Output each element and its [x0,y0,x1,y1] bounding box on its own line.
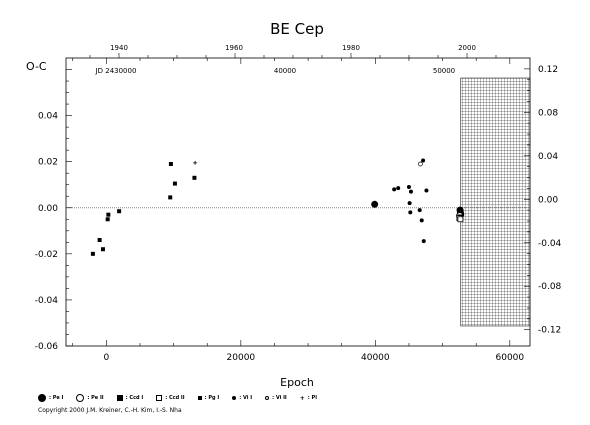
legend-label: : Pl [307,395,317,401]
legend-label: : Pg I [204,395,220,401]
data-point-pg-i [117,209,122,214]
jd-label: 50000 [433,67,455,75]
x-tick-label: 0 [103,353,109,363]
data-point-vi-i [424,188,429,193]
x-tick-label: 20000 [227,353,256,363]
top-year-label: 2000 [458,44,476,52]
legend-label: : Vi II [272,395,287,401]
data-point-pg-i [105,217,110,222]
data-point-vi-i [392,187,397,192]
right-y-tick-label: 0.00 [538,195,558,205]
legend-symbol-icon [197,396,202,400]
data-point-pg-i [168,161,173,166]
legend-symbol-icon [116,395,123,401]
legend-label: : Ccd I [125,395,144,401]
top-year-label: 1960 [225,44,243,52]
right-y-tick-label: 0.04 [538,152,558,162]
jd-label: 40000 [274,67,296,75]
plot-frame [65,57,531,347]
legend-item: : Vi II [265,395,287,401]
y-tick-label: -0.06 [35,342,59,352]
legend-label: : Vi I [239,395,253,401]
top-year-label: 1980 [342,44,360,52]
y-tick-label: 0.02 [38,158,58,168]
chart-title: BE Cep [270,20,324,38]
y-tick-label: -0.02 [35,250,58,260]
legend-item: : Pe I [38,394,63,402]
data-point-vi-i [408,189,413,194]
data-point-ccd-ii [457,216,464,223]
data-point-vi-i [417,208,422,213]
legend-item: +: Pl [300,395,317,401]
data-point-vi-i [419,218,424,223]
legend-label: : Pe II [87,395,104,401]
legend-symbol-icon [156,395,163,401]
x-tick-label: 40000 [361,353,390,363]
legend: : Pe I : Pe II : Ccd I : Ccd II : Pg I : Vi I… [38,392,330,404]
legend-label: : Ccd II [165,395,185,401]
data-point-vi-i [421,239,426,244]
legend-symbol-icon: + [299,394,305,402]
data-point-vi-ii [418,161,423,167]
legend-symbol-icon [232,396,237,400]
hatched-region [460,77,531,327]
data-point-vi-i [407,201,412,206]
y-axis-label: O-C [26,60,47,73]
legend-item: : Ccd I [116,395,144,401]
data-point-pg-i [192,175,197,180]
data-point-vi-i [396,186,401,191]
data-point-pe-i [371,200,379,208]
legend-item: : Ccd II [156,395,185,401]
right-y-tick-label: 0.08 [538,108,558,118]
data-point-vi-i [408,210,413,215]
y-tick-label: 0.04 [38,112,58,122]
plot-layer: 0 20000 40000 60000 -0.06 -0.04 -0.02 0.00 0.02 0… [35,44,562,363]
legend-symbol-icon [38,394,46,402]
y-tick-label: 0.00 [38,204,58,214]
legend-item: : Vi I [232,395,252,401]
data-point-vi-i [421,158,426,163]
data-point-pg-i [90,251,95,256]
legend-item: : Pg I [197,395,220,401]
x-tick-label: 60000 [496,353,525,363]
right-y-tick-label: -0.12 [538,326,561,336]
data-point-pg-i [106,212,111,217]
x-axis-label: Epoch [280,376,314,389]
legend-symbol-icon [76,394,85,402]
jd-label: JD 2430000 [95,67,137,75]
data-point-pg-i [168,195,173,200]
top-year-label: 1940 [110,44,128,52]
right-y-tick-label: 0.12 [538,65,558,75]
y-tick-label: -0.04 [35,296,59,306]
data-point-vi-i [406,185,411,190]
right-y-tick-label: -0.04 [538,239,562,249]
copyright-text: Copyright 2000 J.M. Kreiner, C.-H. Kim, … [38,407,182,414]
data-point-pg-i [100,247,105,252]
legend-symbol-icon [265,396,270,400]
legend-item: : Pe II [76,394,104,402]
data-point-pg-i [97,238,102,243]
data-point-pg-i [172,181,177,186]
legend-label: : Pe I [49,395,64,401]
right-y-tick-label: -0.08 [538,282,562,292]
